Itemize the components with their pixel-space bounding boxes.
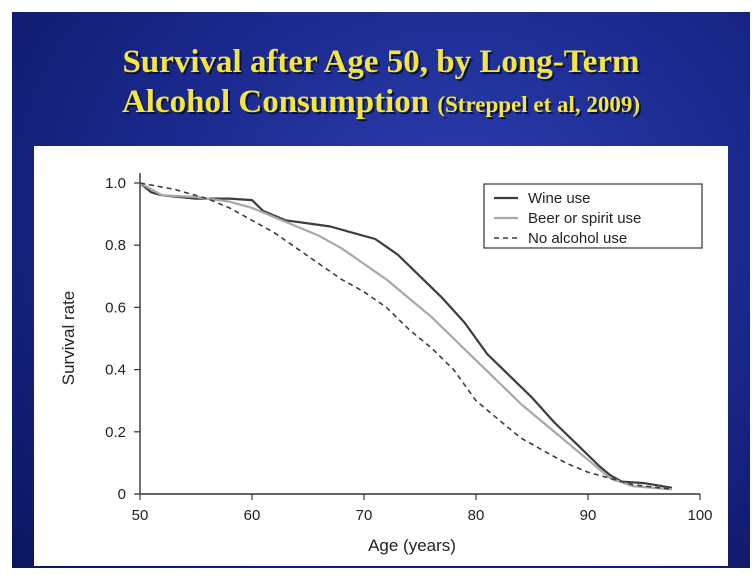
x-tick-label: 70 <box>356 507 373 524</box>
title-line-2-main: Alcohol Consumption <box>121 84 430 120</box>
citation: (Streppel et al, 2009) <box>437 92 641 117</box>
x-tick-label: 50 <box>132 507 149 524</box>
legend-label: Wine use <box>528 190 591 207</box>
series-line-no-alcohol-use <box>139 182 673 491</box>
y-tick-label: 0.6 <box>105 299 126 316</box>
y-tick-label: 0 <box>118 486 126 503</box>
title-line-2: Alcohol Consumption (Streppel et al, 200… <box>12 82 750 125</box>
title-line-1: Survival after Age 50, by Long-Term <box>122 44 640 80</box>
legend-label: No alcohol use <box>528 230 627 247</box>
slide-title: Survival after Age 50, by Long-Term Alco… <box>12 42 750 125</box>
y-tick-label: 1.0 <box>105 175 126 192</box>
chart-legend: Wine use Beer or spirit use No alcohol use <box>483 183 703 249</box>
x-tick-label: 80 <box>468 507 485 524</box>
chart-panel: 50 60 70 80 90 100 0 0.2 0.4 0.6 0.8 1.0 Wine use Be… <box>34 146 728 566</box>
x-tick-label: 60 <box>244 507 261 524</box>
series-layer <box>139 182 673 491</box>
presentation-slide: Survival after Age 50, by Long-Term Alco… <box>12 12 750 568</box>
y-tick-label: 0.4 <box>105 362 126 379</box>
series-line-wine-use <box>139 182 673 489</box>
survival-chart: 50 60 70 80 90 100 0 0.2 0.4 0.6 0.8 1.0 Wine use Be… <box>59 173 713 555</box>
y-tick-label: 0.2 <box>105 424 126 441</box>
x-axis-label: Age (years) <box>368 536 456 555</box>
legend-box <box>483 183 703 249</box>
y-tick-label: 0.8 <box>105 237 126 254</box>
chart-axes: 50 60 70 80 90 100 0 0.2 0.4 0.6 0.8 1.0 <box>105 173 713 524</box>
y-axis-label: Survival rate <box>59 291 78 385</box>
x-tick-label: 90 <box>580 507 597 524</box>
legend-label: Beer or spirit use <box>528 210 641 227</box>
x-tick-label: 100 <box>687 507 712 524</box>
series-line-beer-or-spirit-use <box>139 182 673 491</box>
